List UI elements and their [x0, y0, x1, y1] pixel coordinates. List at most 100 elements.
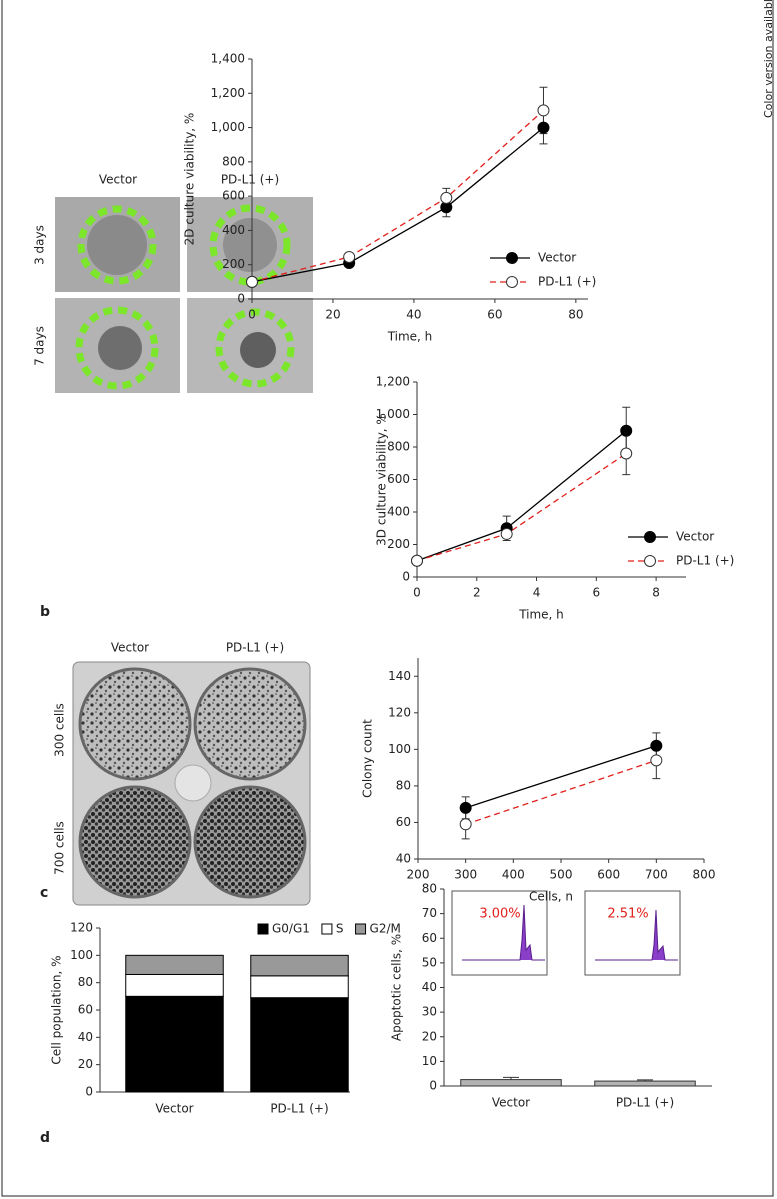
x-tick-label: 4	[533, 586, 541, 600]
legend-label: G2/M	[370, 922, 401, 936]
y-axis-label: Colony count	[361, 719, 375, 798]
x-tick-label: 2	[473, 586, 481, 600]
y-tick-label: 20	[422, 1029, 437, 1043]
x-tick-label: 0	[248, 308, 256, 322]
y-tick-label: 100	[70, 948, 93, 962]
inset-value-label: 2.51%	[607, 907, 648, 922]
series-line	[465, 759, 657, 825]
legend-label: Vector	[676, 530, 714, 544]
y-tick-label: 50	[422, 955, 437, 969]
bar-segment	[125, 995, 224, 1093]
marker	[246, 275, 258, 288]
marker	[537, 121, 550, 134]
legend-swatch	[355, 923, 367, 935]
marker	[440, 191, 453, 204]
marker	[459, 801, 472, 814]
y-axis-label: 3D culture viability, %	[375, 413, 389, 546]
legend-marker	[506, 252, 518, 264]
y-tick-label: 0	[85, 1085, 93, 1099]
x-tick-label: 0	[413, 586, 421, 600]
y-tick-label: 60	[422, 931, 437, 945]
y-tick-label: 40	[78, 1030, 93, 1044]
y-tick-label: 1,000	[211, 120, 245, 134]
y-tick-label: 40	[422, 980, 437, 994]
x-tick-label: 400	[502, 868, 525, 882]
bar-segment	[250, 997, 349, 1093]
marker	[500, 527, 513, 540]
y-tick-label: 80	[422, 882, 437, 896]
side-note: Color version available online	[762, 0, 775, 118]
y-tick-label: 120	[70, 921, 93, 935]
y-tick-label: 40	[396, 852, 411, 866]
series-line	[416, 452, 627, 562]
y-tick-label: 0	[237, 292, 245, 306]
panel-label: d	[40, 1130, 50, 1146]
legend-marker	[644, 555, 656, 567]
marker	[650, 754, 663, 767]
marker	[620, 447, 633, 460]
legend-marker	[506, 276, 518, 288]
y-tick-label: 100	[388, 742, 411, 756]
y-tick-label: 0	[429, 1079, 437, 1093]
y-tick-label: 200	[387, 537, 410, 551]
legend-marker	[644, 531, 656, 543]
y-tick-label: 800	[387, 440, 410, 454]
marker	[650, 739, 663, 752]
series-line	[251, 109, 544, 283]
spheroid-images	[55, 197, 313, 393]
image-column-label: Vector	[111, 641, 149, 655]
x-axis-label: Time, h	[518, 608, 564, 622]
legend-swatch	[321, 923, 333, 935]
y-tick-label: 1,200	[376, 375, 410, 389]
x-tick-label: Vector	[155, 1102, 193, 1116]
y-tick-label: 1,200	[211, 86, 245, 100]
image-column-label: PD-L1 (+)	[226, 641, 284, 655]
x-tick-label: 700	[645, 868, 668, 882]
x-tick-label: 300	[454, 868, 477, 882]
x-tick-label: PD-L1 (+)	[616, 1096, 674, 1110]
x-tick-label: 80	[568, 308, 583, 322]
y-tick-label: 1,000	[376, 407, 410, 421]
image-column-label: PD-L1 (+)	[221, 173, 279, 187]
marker	[459, 818, 472, 831]
colony-plate	[72, 661, 311, 906]
bar-segment	[125, 954, 224, 975]
image-column-label: Vector	[99, 173, 137, 187]
y-tick-label: 200	[222, 257, 245, 271]
bar	[460, 1079, 562, 1087]
y-tick-label: 80	[396, 778, 411, 792]
legend-swatch	[257, 923, 269, 935]
x-tick-label: 200	[407, 868, 430, 882]
bar-segment	[250, 954, 349, 977]
y-tick-label: 600	[222, 189, 245, 203]
y-tick-label: 140	[388, 669, 411, 683]
y-tick-label: 30	[422, 1005, 437, 1019]
y-tick-label: 120	[388, 705, 411, 719]
marker	[343, 251, 356, 263]
x-axis-label: Cells, n	[529, 890, 573, 904]
legend-label: PD-L1 (+)	[538, 275, 596, 289]
x-tick-label: 40	[406, 308, 421, 322]
image-row-label: 300 cells	[53, 703, 67, 757]
y-tick-label: 70	[422, 906, 437, 920]
marker	[411, 554, 423, 567]
panel-label: c	[40, 885, 48, 901]
x-axis-label: Time, h	[387, 330, 433, 344]
y-tick-label: 800	[222, 154, 245, 168]
x-tick-label: PD-L1 (+)	[270, 1102, 328, 1116]
bar-segment	[125, 973, 224, 997]
y-tick-label: 20	[78, 1057, 93, 1071]
x-tick-label: 600	[597, 868, 620, 882]
y-tick-label: 0	[402, 570, 410, 584]
y-axis-label: 2D culture viability, %	[183, 113, 197, 246]
image-row-label: 7 days	[33, 326, 47, 366]
y-tick-label: 80	[78, 975, 93, 989]
image-row-label: 700 cells	[53, 821, 67, 875]
legend-label: G0/G1	[272, 922, 310, 936]
legend-label: S	[336, 922, 344, 936]
y-tick-label: 400	[222, 223, 245, 237]
inset-value-label: 3.00%	[479, 907, 520, 922]
x-tick-label: 20	[325, 308, 340, 322]
